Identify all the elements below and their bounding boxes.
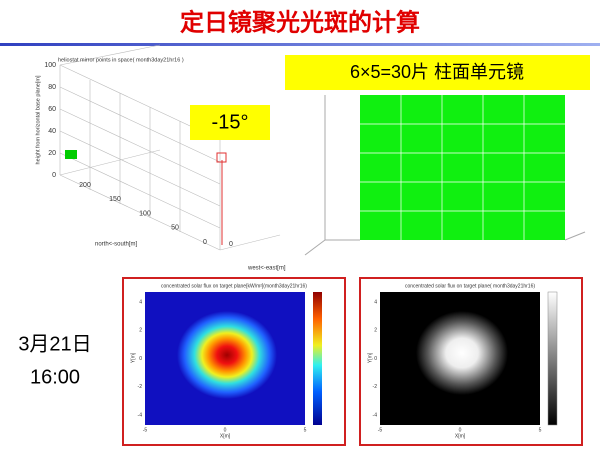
tick-label: 20 [48,150,56,157]
tick-label: 200 [79,182,91,189]
plot-3d [59,44,281,251]
tick-label: 80 [48,84,56,91]
flux-gray-spot [416,311,508,395]
tick-label: 4 [139,299,142,305]
tick-label: 100 [139,210,151,217]
tick-label: 0 [139,356,142,362]
title-rule [0,43,600,46]
tick-label: 0 [374,356,377,362]
receiver [216,152,227,163]
x-label: X[m] [455,433,466,439]
tick-label: 0 [203,239,207,246]
y-label: north<-south[m] [95,242,138,248]
tick-label: 0 [459,427,462,433]
time: 16:00 [30,366,80,388]
x-label: west<-east[m] [247,266,286,272]
tick-label: 60 [48,106,56,113]
plot-3d-title: heliostat mirror points in space( month3… [58,57,184,63]
x-label: X[m] [220,433,231,439]
flux-color-spot [177,311,277,399]
tick-label: 100 [44,62,56,69]
angle-label: -15° [212,111,249,133]
date: 3月21日 [18,333,91,355]
tick-label: -5 [143,427,148,433]
colorbar [313,292,322,425]
heliostat-field [65,150,77,159]
tick-label: -4 [138,412,143,418]
tick-label: 2 [374,328,377,334]
mirror-grid [304,95,586,256]
tick-label: -2 [138,384,143,390]
tick-label: -4 [373,412,378,418]
y-label: Y[m] [130,352,136,363]
tick-label: 5 [304,427,307,433]
tick-label: 2 [139,328,142,334]
flux-color-title: concentrated solar flux on target plane[… [161,283,307,289]
z-label: height from horizontal base plane[m] [35,75,41,164]
tick-label: 0 [224,427,227,433]
tick-label: -5 [378,427,383,433]
tick-label: 4 [374,299,377,305]
slide-title: 定日镜聚光光斑的计算 [180,8,420,36]
colorbar [547,291,558,426]
tick-label: 150 [109,196,121,203]
tick-label: 50 [171,225,179,232]
mirror-label: 6×5=30片 柱面单元镜 [350,62,524,82]
angle-box [190,105,270,140]
tick-label: -2 [373,384,378,390]
mirror-box [285,55,590,90]
tick-label: 0 [52,172,56,179]
y-label: Y[m] [367,352,373,363]
x-tick: 0 [229,241,233,248]
flux-gray-title: concentrated solar flux on target plane(… [405,283,535,289]
tick-label: 5 [539,427,542,433]
tick-label: 40 [48,128,56,135]
